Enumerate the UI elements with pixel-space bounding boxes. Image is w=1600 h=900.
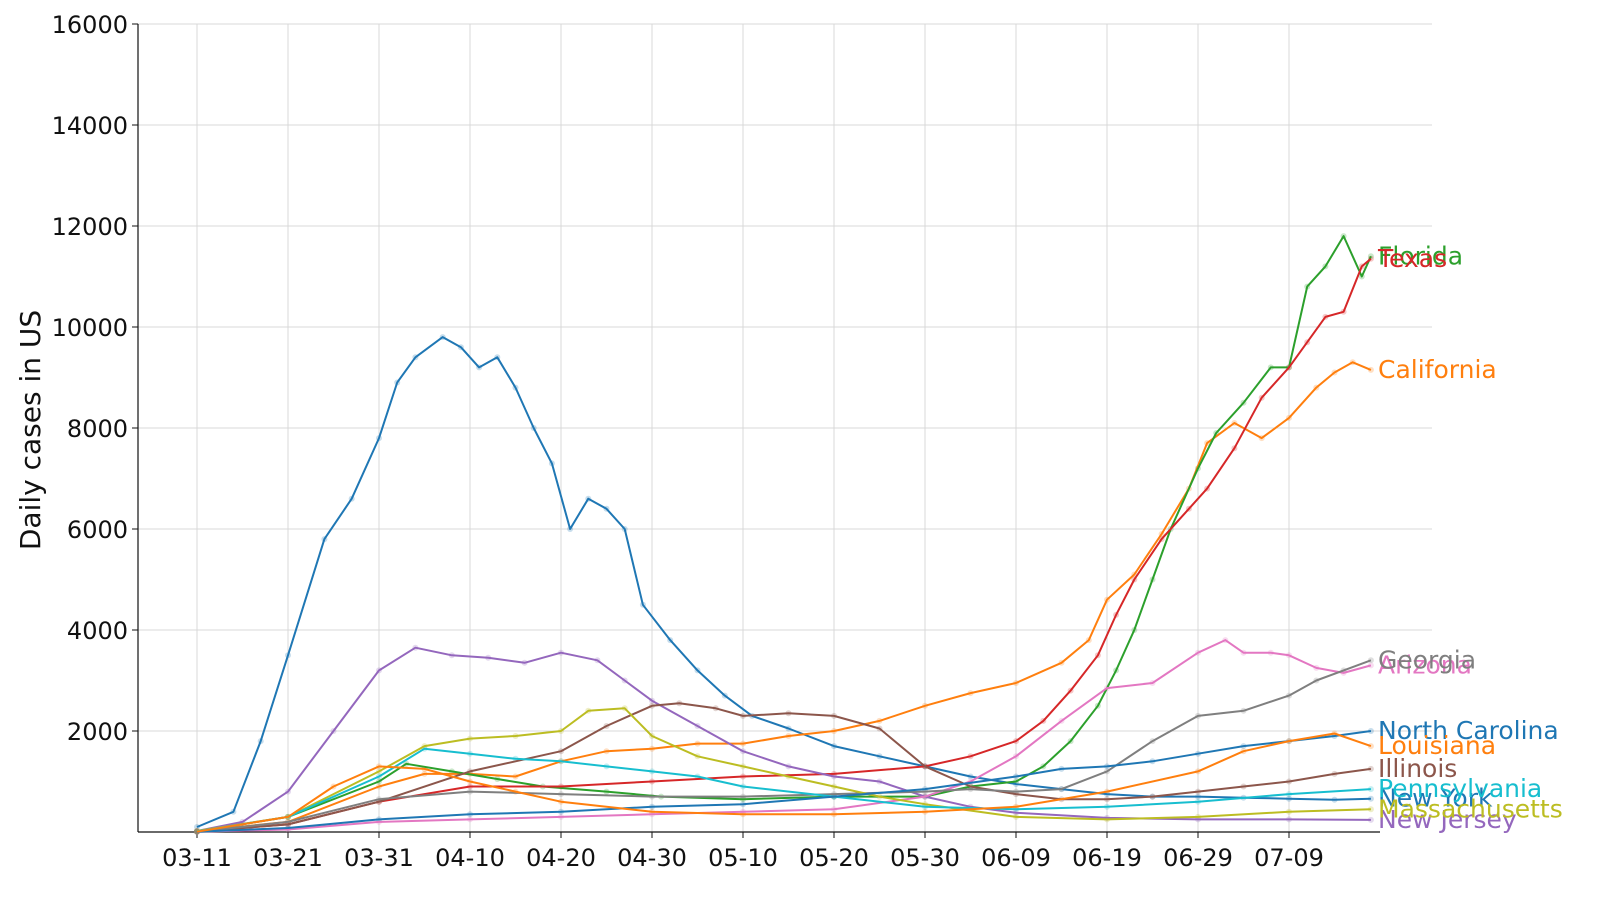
series-line [196,235,1372,833]
series-line [196,732,1372,833]
series-end-label: Arizona [1378,650,1472,679]
x-tick-label: 03-21 [253,844,323,872]
series-line [196,258,1372,833]
x-tick-label: 05-10 [708,844,778,872]
series-line [196,747,1371,833]
series-end-label: North Carolina [1378,716,1559,745]
series-line [196,336,1371,828]
series-line [196,659,1372,833]
y-tick-label: 4000 [67,617,128,645]
y-tick-label: 6000 [67,516,128,544]
y-axis-label: Daily cases in US [14,310,47,550]
y-tick-label: 16000 [52,11,128,39]
series-end-label: California [1378,355,1497,384]
series-end-label: Pennsylvania [1378,774,1542,803]
series-line [196,730,1372,833]
x-tick-label: 05-30 [890,844,960,872]
y-tick-label: 14000 [52,112,128,140]
x-tick-label: 03-11 [162,844,232,872]
series-line [196,707,1371,832]
series-end-label: Illinois [1378,754,1457,783]
series-line [196,361,1372,832]
series-end-label: Georgia [1378,645,1476,674]
series-end-label: New Jersey [1378,805,1517,834]
series-end-label: Florida [1378,241,1463,270]
x-tick-label: 03-31 [344,844,414,872]
series-end-label: New York [1378,784,1493,813]
daily-points [194,233,1374,835]
y-tick-label: 8000 [67,415,128,443]
series-lines [196,235,1372,833]
x-tick-label: 04-20 [526,844,596,872]
x-axis-ticks: 03-11 03-21 03-31 04-10 04-20 04-30 05-10 05-20… [162,832,1324,872]
series-line [196,639,1372,833]
x-tick-label: 06-19 [1072,844,1142,872]
x-tick-label: 06-29 [1163,844,1233,872]
x-tick-label: 06-09 [981,844,1051,872]
x-tick-label: 07-09 [1254,844,1324,872]
series-line [196,646,1371,832]
series-end-label: Louisiana [1378,731,1496,760]
x-tick-label: 04-30 [617,844,687,872]
y-tick-label: 10000 [52,314,128,342]
series-line [196,702,1372,833]
y-tick-label: 2000 [67,718,128,746]
x-tick-label: 04-10 [435,844,505,872]
x-tick-label: 05-20 [799,844,869,872]
grid-lines [138,23,1432,832]
series-end-label: Texas [1377,244,1447,273]
series-end-label: Massachusetts [1378,794,1563,823]
y-tick-label: 12000 [52,213,128,241]
y-axis-ticks: 2000 4000 6000 8000 10000 12000 14000 16000 [52,11,138,746]
